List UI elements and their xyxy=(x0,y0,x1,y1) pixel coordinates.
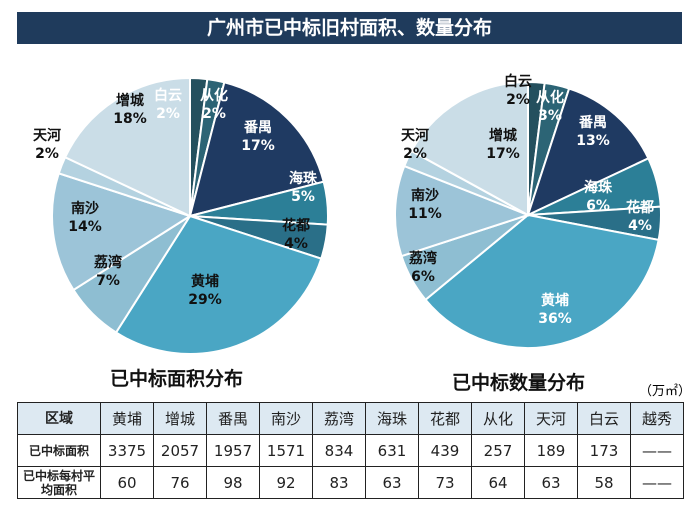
right-chart-title: 已中标数量分布 xyxy=(452,372,586,394)
table-cell: 荔湾 xyxy=(312,402,366,435)
row-header: 区域 xyxy=(17,402,101,435)
slice-name-label: 花都 xyxy=(626,199,654,216)
table-cell: 58 xyxy=(577,466,631,499)
table-cell: 173 xyxy=(577,434,631,467)
table-cell: 南沙 xyxy=(259,402,313,435)
table-cell: 花都 xyxy=(418,402,472,435)
table-row: 区域 黄埔 增城 番禺 南沙 荔湾 海珠 花都 从化 天河 白云 越秀 xyxy=(17,402,684,435)
slice-name-label: 番禺 xyxy=(243,119,272,136)
table-cell: 增城 xyxy=(153,402,207,435)
slice-name-label: 天河 xyxy=(33,127,61,144)
slice-name-label: 南沙 xyxy=(71,200,99,217)
table-cell: 64 xyxy=(471,466,525,499)
table-cell: 98 xyxy=(206,466,260,499)
row-header: 已中标每村平均面积 xyxy=(17,466,101,499)
table-cell: 439 xyxy=(418,434,472,467)
table-cell: 从化 xyxy=(471,402,525,435)
slice-value-label: 36% xyxy=(538,311,572,327)
slice-name-label: 荔湾 xyxy=(93,254,122,271)
pie-slice-番禺 xyxy=(188,81,325,218)
slice-value-label: 7% xyxy=(96,273,120,289)
slice-value-label: 11% xyxy=(408,206,442,222)
slice-value-label: 2% xyxy=(35,146,59,162)
slice-value-label: 2% xyxy=(202,106,226,122)
table-cell: 189 xyxy=(524,434,578,467)
slice-name-label: 番禺 xyxy=(578,114,607,131)
table-cell: 60 xyxy=(100,466,154,499)
slice-name-label: 海珠 xyxy=(584,179,613,196)
row-header: 已中标面积 xyxy=(17,434,101,467)
slice-value-label: 6% xyxy=(411,269,435,285)
table-cell: 834 xyxy=(312,434,366,467)
slice-value-label: 2% xyxy=(403,146,427,162)
pie-charts: 白云 2% 从化 2% 番禺 17% 海珠 5% 花都 4% 黄埔 29% 荔湾 7% 南沙 14% 天河 2% 增… xyxy=(33,73,662,355)
slice-name-label: 从化 xyxy=(536,89,564,106)
table-cell: 番禺 xyxy=(206,402,260,435)
slice-value-label: 4% xyxy=(284,236,308,252)
slice-value-label: 17% xyxy=(241,138,275,154)
slice-name-label: 荔湾 xyxy=(408,250,437,267)
pie-slice-增城 xyxy=(63,76,191,218)
table-cell: 3375 xyxy=(100,434,154,467)
slice-value-label: 18% xyxy=(113,111,147,127)
table-cell: 白云 xyxy=(577,402,631,435)
slice-value-label: 2% xyxy=(506,92,530,108)
slice-name-label: 白云 xyxy=(504,73,532,90)
pie-slice-南沙 xyxy=(51,172,193,292)
table-cell: 越秀 xyxy=(630,402,684,435)
table-cell: 1571 xyxy=(259,434,313,467)
slice-name-label: 增城 xyxy=(116,92,144,109)
slice-name-label: 增城 xyxy=(489,127,517,144)
table-cell: 1957 xyxy=(206,434,260,467)
slice-name-label: 海珠 xyxy=(289,170,318,187)
table-cell: 73 xyxy=(418,466,472,499)
table-cell: 76 xyxy=(153,466,207,499)
slice-value-label: 17% xyxy=(486,146,520,162)
slice-name-label: 黄埔 xyxy=(541,292,569,309)
table-cell: 黄埔 xyxy=(100,402,154,435)
table-cell: 63 xyxy=(365,466,419,499)
slice-name-label: 白云 xyxy=(154,87,182,104)
table-cell: —— xyxy=(630,434,684,467)
pie-slice-黄埔 xyxy=(114,214,323,355)
table-cell: 海珠 xyxy=(365,402,419,435)
slice-value-label: 2% xyxy=(156,106,180,122)
slice-name-label: 花都 xyxy=(282,217,310,234)
slice-name-label: 从化 xyxy=(200,87,228,104)
slice-name-label: 天河 xyxy=(401,127,429,144)
pie-slice-番禺 xyxy=(526,87,650,217)
slice-name-label: 南沙 xyxy=(411,187,439,204)
data-table: 区域 黄埔 增城 番禺 南沙 荔湾 海珠 花都 从化 天河 白云 越秀 已中标面积 3375 2057 195… xyxy=(17,402,684,499)
table-cell: 631 xyxy=(365,434,419,467)
slice-value-label: 6% xyxy=(586,198,610,214)
table-cell: 92 xyxy=(259,466,313,499)
table-row: 已中标每村平均面积 60 76 98 92 83 63 73 64 63 58 —— xyxy=(17,466,684,499)
pie-slice-黄埔 xyxy=(424,213,660,349)
pie-slice-南沙 xyxy=(394,164,531,258)
table-cell: 天河 xyxy=(524,402,578,435)
table-cell: 2057 xyxy=(153,434,207,467)
unit-label: （万㎡） xyxy=(638,384,691,399)
table-cell: 63 xyxy=(524,466,578,499)
slice-value-label: 13% xyxy=(576,133,610,149)
left-chart-title: 已中标面积分布 xyxy=(110,368,244,390)
pie-slice-增城 xyxy=(410,80,529,217)
page-title: 广州市已中标旧村面积、数量分布 xyxy=(17,12,682,44)
slice-value-label: 5% xyxy=(291,189,315,205)
table-cell: 83 xyxy=(312,466,366,499)
table-row: 已中标面积 3375 2057 1957 1571 834 631 439 257 189 173—… xyxy=(17,434,684,467)
slice-name-label: 黄埔 xyxy=(191,273,219,290)
slice-value-label: 3% xyxy=(538,108,562,124)
slice-value-label: 29% xyxy=(188,292,222,308)
table-cell: 257 xyxy=(471,434,525,467)
slice-value-label: 4% xyxy=(628,218,652,234)
slice-value-label: 14% xyxy=(68,219,102,235)
table-cell: —— xyxy=(630,466,684,499)
